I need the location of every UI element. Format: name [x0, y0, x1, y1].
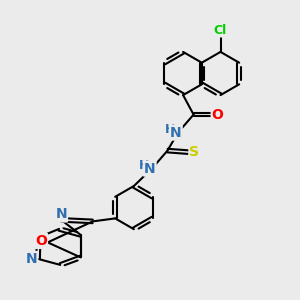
Text: N: N — [170, 126, 182, 140]
Text: N: N — [56, 208, 67, 221]
Text: Cl: Cl — [214, 23, 227, 37]
Text: O: O — [212, 108, 224, 122]
Text: H: H — [139, 159, 149, 172]
Text: O: O — [35, 234, 47, 248]
Text: N: N — [144, 162, 156, 176]
Text: N: N — [26, 252, 37, 266]
Text: H: H — [164, 123, 175, 136]
Text: S: S — [190, 145, 200, 159]
